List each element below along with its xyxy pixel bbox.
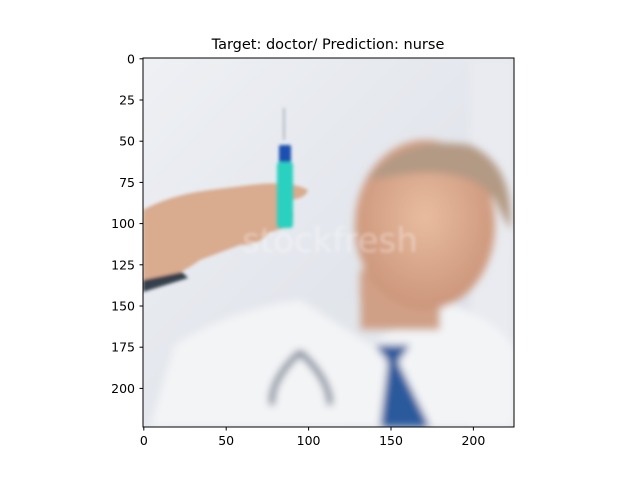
x-tick-label: 200 [461,433,485,448]
x-tick-label: 50 [218,433,234,448]
x-tick-label: 0 [140,433,148,448]
watermark-text: stockfresh [242,221,418,261]
x-axis: 0 50 100 150 200 [140,427,485,448]
y-tick-label: 150 [111,299,135,314]
white-coat [150,300,514,427]
x-tick-label: 150 [379,433,403,448]
head [355,140,495,310]
syringe-plunger [279,145,291,167]
blue-tie [375,345,430,427]
y-tick-label: 200 [111,381,135,396]
syringe-fluid [277,162,293,228]
hand [143,183,308,292]
y-tick-label: 50 [119,134,135,149]
axes-frame [142,57,515,428]
y-axis: 0 25 50 75 100 125 150 175 200 [111,51,143,396]
y-tick-label: 125 [111,257,135,272]
y-tick-label: 175 [111,340,135,355]
hair [368,143,511,230]
y-tick-label: 25 [119,93,135,108]
y-tick-label: 100 [111,216,135,231]
photo-doctor-holding-syringe: stockfresh [143,58,514,427]
y-tick-label: 75 [119,175,135,190]
syringe [277,108,293,228]
x-tick-label: 100 [297,433,321,448]
figure-title: Target: doctor/ Prediction: nurse [211,37,445,53]
doctor-figure [150,140,514,427]
y-tick-label: 0 [127,51,135,66]
